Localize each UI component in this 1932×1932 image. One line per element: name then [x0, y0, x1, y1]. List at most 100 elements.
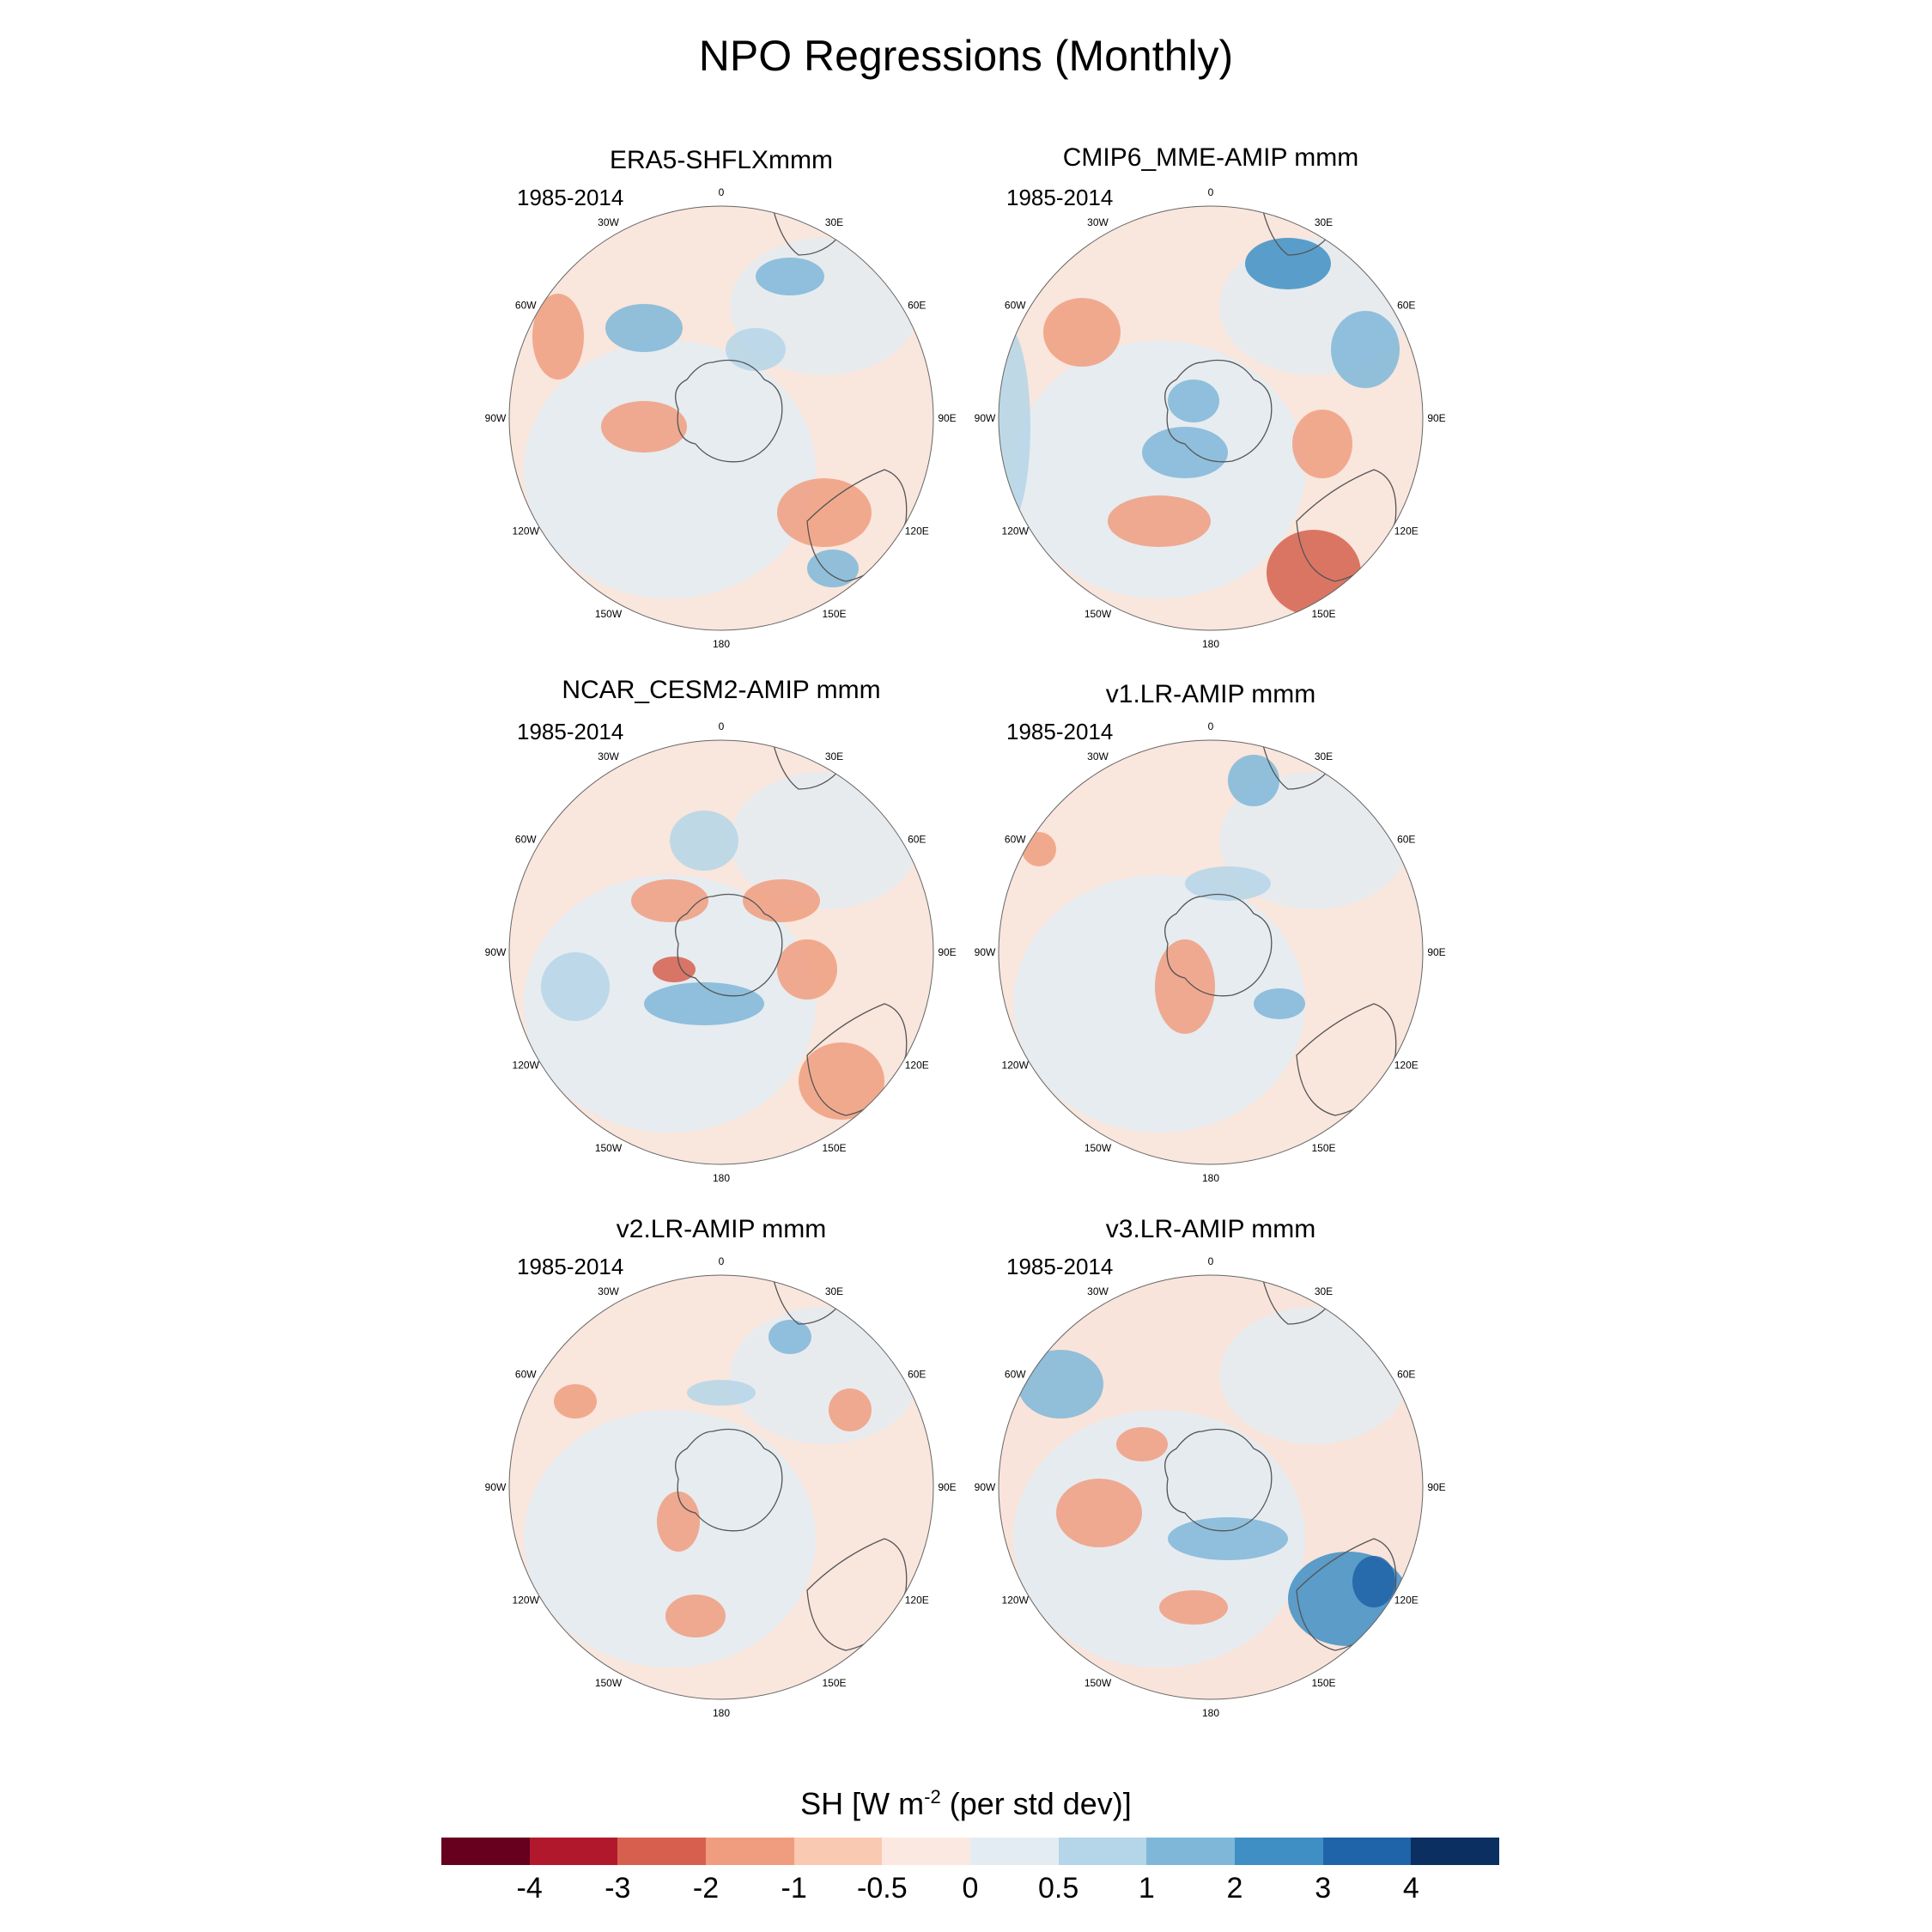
panel-title: ERA5-SHFLXmmm — [609, 146, 834, 174]
map-anomaly-patch — [799, 1042, 884, 1120]
map-anomaly-patch — [743, 879, 820, 922]
australia-coastline — [1296, 1538, 1397, 1651]
longitude-label: 180 — [713, 1707, 730, 1719]
colorbar-swatch — [882, 1838, 971, 1865]
africa-coastline — [772, 741, 842, 790]
longitude-label: 60W — [1005, 1369, 1026, 1381]
polar-map: 0 30E 60E 90E 120E 150E 180 150W 120W 90W 60W 30W — [975, 720, 1446, 1184]
colorbar-tick-label: 2 — [1226, 1872, 1243, 1905]
map-anomaly-patch — [1168, 380, 1219, 422]
longitude-label: 120E — [1394, 1060, 1419, 1072]
polar-map: 0 30E 60E 90E 120E 150E 180 150W 120W 90W 60W 30W — [485, 720, 957, 1184]
panel-period: 1985-2014 — [517, 719, 624, 744]
africa-coastline — [772, 1276, 842, 1325]
map-anomaly-patch — [653, 957, 696, 982]
longitude-label: 150W — [595, 608, 623, 620]
longitude-label: 90W — [975, 1481, 996, 1493]
colorbar-tick-label: -2 — [692, 1872, 720, 1905]
longitude-label: 30W — [598, 750, 619, 762]
panel-title: NCAR_CESM2-AMIP mmm — [562, 676, 881, 704]
longitude-label: 0 — [1208, 186, 1214, 198]
map-anomaly-patch — [1116, 1427, 1168, 1461]
longitude-label: 150E — [822, 1677, 846, 1689]
longitude-label: 60W — [515, 834, 537, 846]
longitude-label: 120W — [1002, 1060, 1030, 1072]
colorbar-tick-label: -3 — [605, 1872, 631, 1905]
map-panel: v2.LR-AMIP mmm 1985-2014 0 30E 60E 90E 120E 1… — [481, 1211, 962, 1726]
map-anomaly-patch — [665, 1595, 726, 1637]
longitude-label: 30W — [598, 216, 619, 228]
map-anomaly-patch — [1219, 772, 1408, 909]
longitude-label: 180 — [1202, 638, 1219, 650]
colorbar-swatch — [970, 1838, 1059, 1865]
longitude-label: 90W — [485, 412, 507, 424]
colorbar-swatch — [617, 1838, 707, 1865]
longitude-label: 0 — [1208, 1255, 1214, 1267]
longitude-label: 150E — [1311, 1677, 1335, 1689]
map-anomaly-patch — [1168, 1517, 1288, 1560]
longitude-label: 0 — [719, 186, 725, 198]
africa-coastline — [1261, 741, 1332, 790]
longitude-label: 30E — [1315, 750, 1333, 762]
australia-coastline — [806, 1538, 908, 1651]
map-anomaly-patch — [1056, 1479, 1142, 1547]
map-anomaly-patch — [777, 478, 872, 547]
longitude-label: 90W — [975, 946, 996, 958]
panel-title: v2.LR-AMIP mmm — [616, 1215, 827, 1243]
australia-coastline — [806, 469, 908, 582]
colorbar-tick-label: 4 — [1402, 1872, 1419, 1905]
map-anomaly-patch — [1159, 1590, 1228, 1625]
map-anomaly-patch — [524, 341, 816, 598]
map-anomaly-patch — [829, 1388, 872, 1431]
panel-period: 1985-2014 — [517, 185, 624, 210]
longitude-label: 60E — [908, 1369, 926, 1381]
longitude-label: 120W — [1002, 526, 1030, 538]
panel-title: CMIP6_MME-AMIP mmm — [1062, 143, 1359, 172]
map-anomaly-patch — [730, 772, 919, 909]
map-field — [999, 1275, 1423, 1699]
map-anomaly-patch — [1331, 311, 1400, 388]
colorbar-title: SH [W m-2 (per std dev)] — [0, 1786, 1932, 1822]
longitude-label: 30W — [1087, 750, 1109, 762]
longitude-label: 60E — [908, 300, 926, 312]
figure-title: NPO Regressions (Monthly) — [698, 32, 1234, 80]
longitude-label: 120W — [513, 1060, 540, 1072]
colorbar-swatch — [1235, 1838, 1323, 1865]
longitude-label: 120E — [905, 526, 929, 538]
longitude-label: 90E — [1427, 412, 1445, 424]
map-field — [509, 206, 933, 630]
map-panel: v1.LR-AMIP mmm 1985-2014 0 30E 60E 90E 120E 1… — [970, 676, 1451, 1191]
map-border — [508, 739, 934, 1165]
longitude-label: 180 — [1202, 1172, 1219, 1184]
map-anomaly-patch — [601, 401, 687, 453]
colorbar — [441, 1838, 1500, 1865]
longitude-label: 150E — [1311, 1142, 1335, 1154]
colorbar-title-suffix: (per std dev)] — [940, 1786, 1132, 1821]
longitude-label: 120W — [513, 1595, 540, 1607]
longitude-label: 90E — [938, 946, 956, 958]
colorbar-tick-label: -1 — [781, 1872, 807, 1905]
map-anomaly-patch — [1022, 832, 1056, 866]
map-panel: CMIP6_MME-AMIP mmm 1985-2014 0 30E 60E 90E 1… — [970, 142, 1451, 657]
map-anomaly-patch — [1108, 495, 1211, 547]
antarctica-coastline — [1164, 359, 1273, 463]
panel-period: 1985-2014 — [1006, 185, 1114, 210]
longitude-label: 90E — [1427, 1481, 1445, 1493]
longitude-label: 60W — [515, 300, 537, 312]
panel-period: 1985-2014 — [1006, 719, 1114, 744]
africa-coastline — [1261, 1276, 1332, 1325]
longitude-label: 180 — [1202, 1707, 1219, 1719]
map-anomaly-patch — [1292, 410, 1352, 478]
panel-title: v1.LR-AMIP mmm — [1105, 680, 1316, 708]
longitude-label: 120E — [1394, 526, 1419, 538]
map-anomaly-patch — [554, 1384, 597, 1419]
longitude-label: 150W — [1084, 608, 1112, 620]
panel-period: 1985-2014 — [517, 1254, 624, 1279]
longitude-label: 0 — [719, 720, 725, 732]
longitude-label: 60E — [1397, 834, 1415, 846]
longitude-label: 30W — [598, 1285, 619, 1297]
polar-map: 0 30E 60E 90E 120E 150E 180 150W 120W 90W 60W 30W — [485, 1255, 957, 1719]
longitude-label: 90E — [1427, 946, 1445, 958]
longitude-label: 0 — [1208, 720, 1214, 732]
longitude-label: 120E — [905, 1595, 929, 1607]
